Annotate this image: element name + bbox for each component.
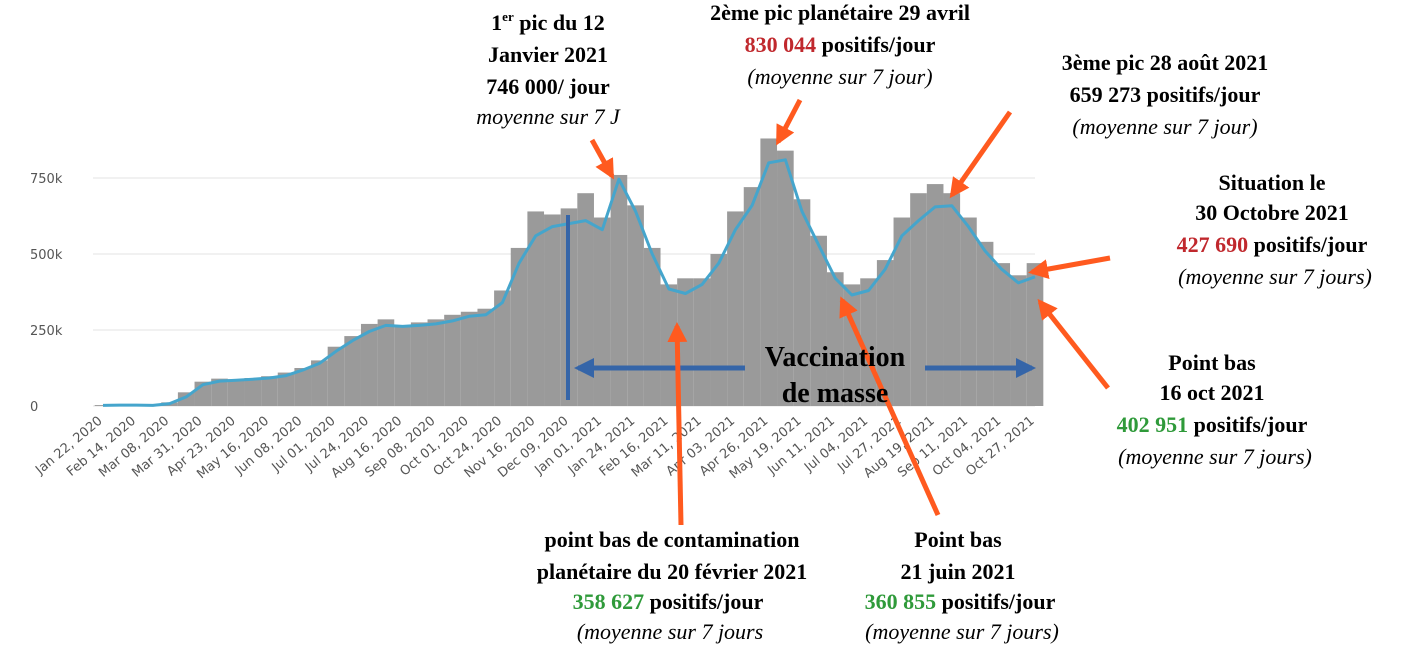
bar (360, 323, 378, 406)
bar (976, 241, 994, 406)
annotation: Janvier 2021 (488, 42, 608, 67)
annotations: 1er pic du 12 Janvier 2021 746 000/ jour… (476, 0, 1372, 644)
bar (277, 372, 295, 406)
annotation: 3ème pic 28 août 2021 (1062, 50, 1269, 75)
bar (427, 319, 445, 406)
annotation: (moyenne sur 7 jours) (1178, 264, 1372, 289)
annotation: 402 951 positifs/jour (1117, 412, 1308, 437)
bar (577, 193, 594, 406)
bar (527, 211, 545, 406)
bar (893, 217, 911, 406)
bar (693, 278, 711, 406)
annotation: 21 juin 2021 (901, 559, 1016, 584)
y-tick-label: 750k (30, 172, 63, 187)
bar (477, 308, 495, 406)
annotation: de masse (782, 378, 889, 409)
bar (593, 217, 611, 406)
annotation: Point bas (914, 527, 1002, 552)
bar (727, 211, 744, 406)
annotation: 1er pic du 12 (491, 9, 605, 35)
bar (743, 187, 761, 406)
bar (444, 314, 461, 406)
bar (643, 247, 661, 406)
bar (777, 150, 794, 406)
bar (1026, 263, 1044, 406)
annotation: 16 oct 2021 (1159, 380, 1264, 405)
bar (926, 184, 944, 406)
bar (710, 254, 728, 406)
bar (460, 311, 478, 406)
annotation: 746 000/ jour (486, 74, 610, 99)
bar (943, 193, 961, 406)
bar (261, 376, 278, 406)
y-tick-label: 250k (30, 324, 63, 339)
bar (627, 205, 644, 406)
annotation: moyenne sur 7 J (476, 104, 621, 129)
annotation: 358 627 positifs/jour (573, 589, 764, 614)
bar (377, 319, 395, 406)
annotation: 427 690 positifs/jour (1177, 232, 1368, 257)
annotation: 30 Octobre 2021 (1195, 200, 1349, 225)
annotation: (moyenne sur 7 jours (577, 619, 763, 644)
annotation: 659 273 positifs/jour (1070, 82, 1261, 107)
bar (344, 336, 361, 406)
bar (227, 379, 245, 406)
bar (394, 325, 411, 406)
annotation: 360 855 positifs/jour (865, 589, 1056, 614)
annotation: Point bas (1168, 350, 1256, 375)
bar (327, 346, 345, 406)
bar (244, 378, 262, 406)
bar (660, 284, 678, 406)
bar (544, 214, 561, 406)
bar (294, 368, 312, 406)
bar (910, 193, 927, 406)
bar (410, 322, 428, 406)
annotation: Vaccination (765, 342, 906, 373)
annotation: 830 044 positifs/jour (745, 32, 936, 57)
bar (510, 247, 528, 406)
annotation: (moyenne sur 7 jours) (1118, 444, 1312, 469)
annotation: planétaire du 20 février 2021 (537, 559, 808, 584)
bar (211, 378, 228, 406)
bar (94, 405, 112, 406)
annotation: (moyenne sur 7 jours) (865, 619, 1059, 644)
bar (993, 263, 1011, 406)
arrows (589, 98, 1111, 526)
annotation: (moyenne sur 7 jour) (1072, 114, 1257, 139)
bar (311, 360, 328, 406)
bar (793, 199, 811, 406)
bar (760, 138, 778, 407)
bar (810, 235, 827, 406)
bar (960, 217, 977, 406)
annotation: (moyenne sur 7 jour) (747, 64, 932, 89)
annotation: Situation le (1219, 170, 1326, 195)
y-tick-label: 0 (30, 400, 38, 415)
bar (610, 174, 628, 406)
bar (1010, 275, 1027, 406)
bar (876, 260, 894, 406)
bar (177, 392, 195, 406)
y-tick-label: 500k (30, 248, 63, 263)
bar (494, 290, 511, 406)
annotation: point bas de contamination (545, 527, 800, 552)
annotation: 2ème pic planétaire 29 avril (710, 0, 970, 25)
